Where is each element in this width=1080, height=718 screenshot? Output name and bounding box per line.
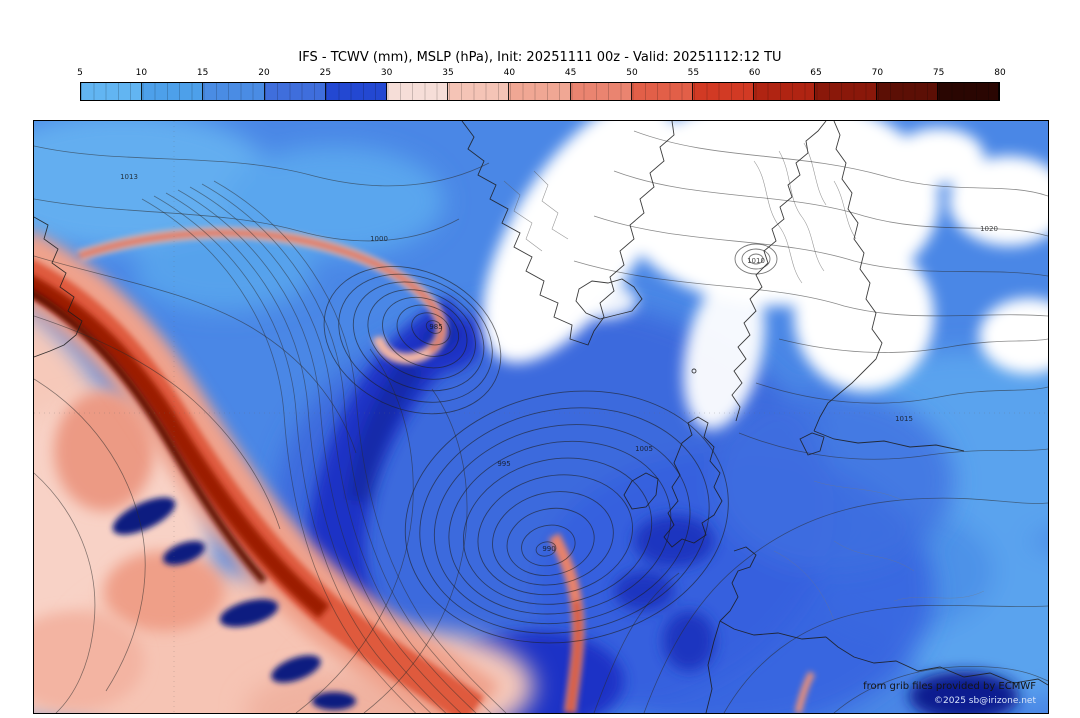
colorbar-segment [325,83,388,100]
colorbar-tick: 40 [503,68,516,78]
colorbar-segment [570,83,632,100]
svg-text:1020: 1020 [980,225,998,233]
svg-text:1005: 1005 [635,445,653,453]
colorbar-segment [509,83,571,100]
weather-map: 985 990 995 1000 1005 1010 1013 1015 1020 [34,121,1048,713]
colorbar-tick: 80 [994,68,1006,78]
colorbar-segment [693,83,755,100]
colorbar-tick: 50 [626,68,638,78]
colorbar-segment [815,83,877,100]
colorbar-tick: 10 [135,68,148,78]
colorbar-tick: 25 [319,68,332,78]
colorbar-segment [754,83,816,100]
colorbar-segment [448,83,510,100]
colorbar: 5 10 15 20 25 30 35 40 45 50 55 60 65 70 75 80 [77,67,1006,101]
graticule [34,121,1048,713]
isobar-labels: 985 990 995 1000 1005 1010 1013 1015 1020 [120,173,998,553]
atmospheric-river-arc [34,231,500,713]
svg-text:1015: 1015 [895,415,913,423]
colorbar-tick: 5 [77,68,83,78]
colorbar-segment [264,83,326,100]
colorbar-segment [631,83,694,100]
svg-text:985: 985 [429,323,442,331]
colorbar-tick: 55 [687,68,700,78]
colorbar-tick: 20 [258,68,270,78]
colorbar-tick: 65 [810,68,822,78]
colorbar-tick: 30 [380,68,393,78]
isobar-center-rings [323,243,778,644]
colorbar-tick: 35 [442,68,454,78]
colorbar-tick: 70 [871,68,884,78]
isobars [34,130,1048,713]
colorbar-segment [937,83,1000,100]
colorbar-segment [81,83,143,100]
colorbar-tick: 60 [748,68,761,78]
colorbar-tick: 45 [564,68,577,78]
svg-text:990: 990 [542,545,555,553]
colorbar-segment [387,83,449,100]
country-borders [773,480,985,622]
coastlines [34,121,1048,713]
isobar-front-fan [141,180,507,713]
colorbar-tick: 75 [932,68,945,78]
tcwv-dry-white-field [482,121,1048,430]
svg-text:995: 995 [497,460,510,468]
warm-front-filament [77,227,448,364]
svg-text:1000: 1000 [370,235,388,243]
credit-source: from grib files provided by ECMWF [863,681,1036,693]
colorbar-track [80,82,1000,101]
colorbar-segment [203,83,265,100]
svg-text:1010: 1010 [747,257,765,265]
tcwv-extreme-navy-blobs [112,497,356,710]
map-panel: 985 990 995 1000 1005 1010 1013 1015 1020 from g… [33,120,1049,714]
colorbar-tick: 15 [196,68,209,78]
credits: from grib files provided by ECMWF ©2025 … [863,680,1036,708]
page-title: IFS - TCWV (mm), MSLP (hPa), Init: 20251… [298,50,782,65]
colorbar-ticks: 5 10 15 20 25 30 35 40 45 50 55 60 65 70 75 80 [77,67,1006,82]
credit-copyright: ©2025 sb@irizone.net [934,695,1036,706]
colorbar-segment [876,83,938,100]
svg-text:1013: 1013 [120,173,138,181]
colorbar-segment [142,83,204,100]
